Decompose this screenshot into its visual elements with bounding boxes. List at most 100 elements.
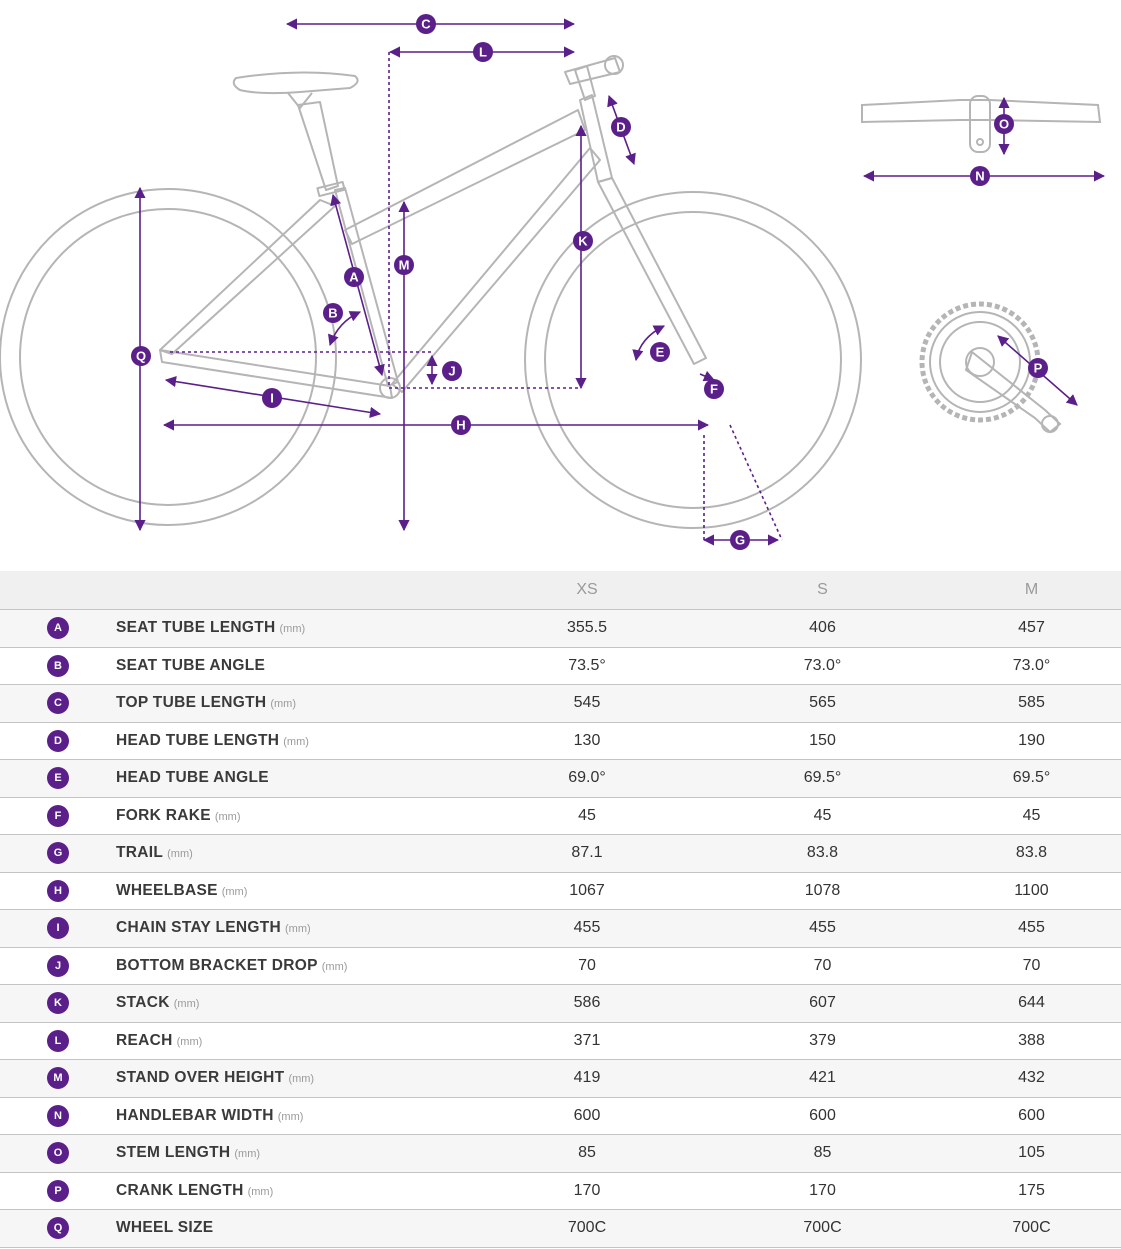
diagram-badge-b: B — [323, 303, 343, 323]
row-label-cell: FORK RAKE (mm) — [116, 797, 471, 835]
row-badge-cell: C — [0, 684, 116, 723]
row-letter-badge: B — [47, 654, 69, 677]
diagram-badge-letter: J — [448, 364, 455, 379]
row-letter-badge: E — [47, 767, 69, 790]
value-cell-s: 421 — [703, 1059, 942, 1098]
value-cell-xs: 130 — [471, 722, 703, 760]
row-label-cell: SEAT TUBE LENGTH (mm) — [116, 609, 471, 648]
value-cell-s: 85 — [703, 1134, 942, 1173]
row-label-cell: WHEEL SIZE — [116, 1209, 471, 1248]
diagram-badge-k: K — [573, 231, 593, 251]
rear-wheel — [0, 188, 337, 526]
bike-geometry-diagram: A B C D E F G H I J K L M N O P Q — [0, 14, 1106, 550]
table-row: P CRANK LENGTH (mm) 170 170 175 — [0, 1172, 1121, 1210]
row-badge-cell: J — [0, 947, 116, 985]
value-cell-xs: 586 — [471, 984, 703, 1023]
diagram-badge-letter: I — [270, 391, 274, 406]
value-cell-s: 600 — [703, 1097, 942, 1135]
measurement-unit: (mm) — [285, 923, 311, 936]
measurement-unit: (mm) — [176, 1035, 203, 1048]
row-badge-cell: G — [0, 834, 116, 873]
row-badge-cell: M — [0, 1059, 116, 1098]
row-label-cell: HEAD TUBE ANGLE — [116, 759, 471, 798]
value-cell-s: 700C — [703, 1209, 942, 1248]
diagram-badge-circle — [451, 415, 471, 435]
table-header-row: XS S M — [0, 571, 1121, 610]
row-badge-cell: O — [0, 1134, 116, 1173]
table-row: O STEM LENGTH (mm) 85 85 105 — [0, 1134, 1121, 1173]
value-cell-m: 45 — [942, 797, 1121, 835]
diagram-badge-circle — [730, 530, 750, 550]
diagram-badge-letter: K — [578, 234, 588, 249]
measurement-name: STEM LENGTH — [116, 1144, 231, 1162]
table-row: F FORK RAKE (mm) 45 45 45 — [0, 797, 1121, 835]
measurement-name: REACH — [116, 1031, 173, 1049]
table-row: G TRAIL (mm) 87.1 83.8 83.8 — [0, 834, 1121, 873]
value-cell-m: 585 — [942, 684, 1121, 723]
measurement-name: STACK — [116, 994, 170, 1012]
row-badge-cell: F — [0, 797, 116, 835]
row-letter-badge: A — [47, 617, 69, 640]
diagram-badge-h: H — [451, 415, 471, 435]
value-cell-m: 700C — [942, 1209, 1121, 1248]
diagram-badge-circle — [1028, 358, 1048, 378]
diagram-badge-letter: N — [975, 169, 984, 184]
measurement-unit: (mm) — [234, 1148, 261, 1161]
diagram-badge-letter: L — [479, 45, 487, 60]
row-badge-cell: E — [0, 759, 116, 798]
diagram-badge-letter: C — [421, 17, 431, 32]
value-cell-xs: 85 — [471, 1134, 703, 1173]
row-label-cell: CRANK LENGTH (mm) — [116, 1172, 471, 1210]
value-cell-s: 565 — [703, 684, 942, 723]
row-letter-badge: L — [47, 1029, 69, 1052]
diagram-badge-letter: B — [328, 306, 337, 321]
diagram-badge-i: I — [262, 388, 282, 408]
measurement-name: CHAIN STAY LENGTH — [116, 919, 281, 937]
table-row: A SEAT TUBE LENGTH (mm) 355.5 406 457 — [0, 609, 1121, 648]
row-label-cell: STACK (mm) — [116, 984, 471, 1023]
value-cell-xs: 69.0° — [471, 759, 703, 798]
value-cell-m: 69.5° — [942, 759, 1121, 798]
value-cell-xs: 87.1 — [471, 834, 703, 873]
row-letter-badge: F — [47, 804, 69, 827]
table-row: Q WHEEL SIZE 700C 700C 700C — [0, 1209, 1121, 1248]
value-cell-m: 83.8 — [942, 834, 1121, 873]
value-cell-m: 600 — [942, 1097, 1121, 1135]
measurement-name: HANDLEBAR WIDTH — [116, 1106, 274, 1124]
value-cell-m: 105 — [942, 1134, 1121, 1173]
table-row: E HEAD TUBE ANGLE 69.0° 69.5° 69.5° — [0, 759, 1121, 798]
row-label-cell: BOTTOM BRACKET DROP (mm) — [116, 947, 471, 985]
diagram-badge-circle — [323, 303, 343, 323]
size-header-m: M — [942, 571, 1121, 610]
measurement-name: BOTTOM BRACKET DROP — [116, 956, 318, 974]
row-badge-cell: Q — [0, 1209, 116, 1248]
row-label-cell: SEAT TUBE ANGLE — [116, 647, 471, 685]
value-cell-xs: 1067 — [471, 872, 703, 910]
table-row: L REACH (mm) 371 379 388 — [0, 1022, 1121, 1060]
value-cell-m: 73.0° — [942, 647, 1121, 685]
row-badge-cell: H — [0, 872, 116, 910]
front-wheel — [524, 191, 862, 529]
row-label-cell: STAND OVER HEIGHT (mm) — [116, 1059, 471, 1098]
handlebar-top-view — [861, 95, 1102, 153]
diagram-badge-circle — [394, 255, 414, 275]
measurement-name: SEAT TUBE ANGLE — [116, 656, 266, 674]
diagram-badge-letter: A — [349, 270, 359, 285]
diagram-badge-n: N — [970, 166, 990, 186]
row-letter-badge: H — [47, 879, 69, 902]
diagram-badge-l: L — [473, 42, 493, 62]
row-label-cell: REACH (mm) — [116, 1022, 471, 1060]
value-cell-xs: 600 — [471, 1097, 703, 1135]
row-badge-cell: I — [0, 909, 116, 948]
value-cell-s: 170 — [703, 1172, 942, 1210]
value-cell-s: 1078 — [703, 872, 942, 910]
row-letter-badge: D — [47, 729, 69, 752]
diagram-badge-circle — [994, 114, 1014, 134]
diagram-badge-letter: P — [1034, 361, 1043, 376]
value-cell-s: 150 — [703, 722, 942, 760]
diagram-badge-m: M — [394, 255, 414, 275]
value-cell-xs: 455 — [471, 909, 703, 948]
row-letter-badge: G — [47, 842, 69, 865]
measurement-name: WHEELBASE — [116, 881, 218, 899]
value-cell-xs: 419 — [471, 1059, 703, 1098]
